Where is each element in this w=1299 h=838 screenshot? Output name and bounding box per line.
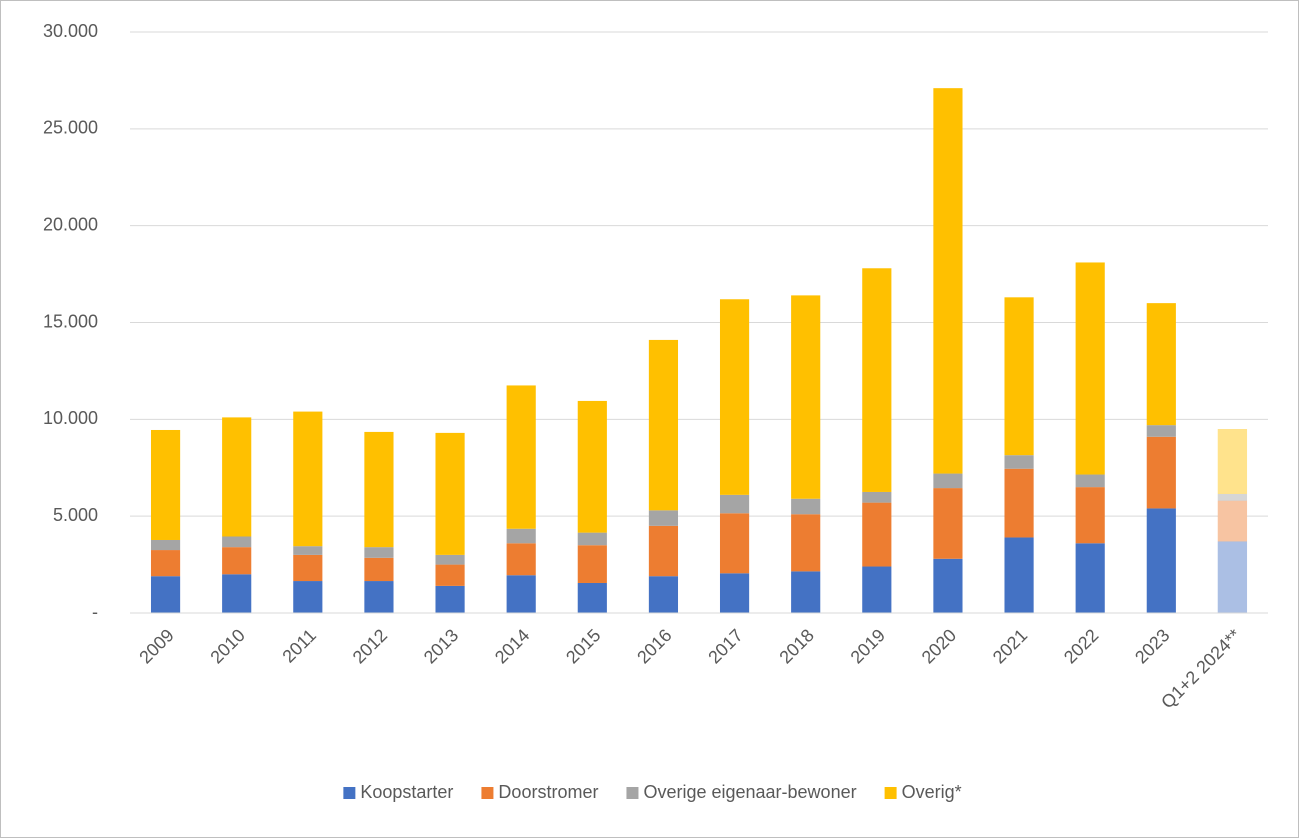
y-tick-label: 25.000 — [43, 118, 98, 138]
bar-segment — [719, 573, 750, 613]
legend-swatch — [884, 787, 897, 799]
y-tick-label: 15.000 — [43, 311, 98, 331]
bar-segment — [506, 543, 536, 576]
legend-swatch — [481, 787, 494, 799]
bar-segment — [1075, 474, 1105, 488]
bar-segment — [1146, 508, 1176, 613]
bar-segment — [435, 432, 465, 555]
bar-segment — [435, 554, 465, 565]
bar-segment — [293, 411, 323, 547]
bar-segment — [791, 498, 821, 515]
bar-segment — [506, 528, 536, 544]
bar-segment — [293, 554, 323, 582]
bar-segment — [293, 546, 323, 555]
bar-segment — [1075, 262, 1105, 475]
bar-segment — [577, 545, 607, 583]
bar-segment — [933, 558, 963, 613]
bar-segment — [933, 473, 963, 489]
bar-segment — [506, 385, 536, 529]
bar-segment — [506, 575, 536, 613]
legend-label: Overige eigenaar-bewoner — [643, 782, 856, 802]
bar-segment — [150, 539, 181, 551]
bar-segment — [862, 566, 892, 613]
y-tick-label: 30.000 — [43, 21, 98, 41]
bar-segment — [719, 299, 750, 495]
legend-swatch — [626, 787, 639, 799]
bar-segment — [791, 514, 821, 572]
bar-segment — [1146, 303, 1176, 426]
y-tick-label: 10.000 — [43, 408, 98, 428]
bar-segment — [293, 581, 323, 613]
legend-label: Doorstromer — [498, 782, 598, 802]
bar-segment — [1146, 425, 1176, 437]
bar-segment — [150, 576, 181, 613]
bar-segment — [150, 550, 181, 577]
bar-segment — [364, 547, 394, 558]
bar-segment — [222, 417, 252, 537]
bar-segment — [648, 510, 679, 526]
bar-segment — [364, 431, 394, 548]
bar-segment — [862, 491, 892, 503]
bar-segment — [1004, 297, 1034, 456]
bar-segment — [364, 581, 394, 613]
bar-segment — [719, 513, 750, 574]
bar-segment — [791, 571, 821, 613]
bar-hatch — [1217, 541, 1248, 613]
bar-segment — [222, 536, 252, 548]
bar-hatch — [1217, 500, 1248, 542]
bar-segment — [222, 574, 252, 613]
legend-label: Koopstarter — [360, 782, 453, 802]
bar-segment — [862, 502, 892, 567]
bar-segment — [791, 295, 821, 499]
bar-segment — [933, 88, 963, 474]
bar-segment — [150, 429, 181, 540]
bar-hatch — [1217, 493, 1248, 501]
bar-segment — [1004, 468, 1034, 538]
y-tick-label: 5.000 — [53, 505, 98, 525]
bar-segment — [1004, 455, 1034, 469]
bar-segment — [1075, 543, 1105, 613]
legend-label: Overig* — [902, 782, 962, 802]
bar-segment — [862, 268, 892, 492]
bar-segment — [1004, 537, 1034, 613]
bar-segment — [719, 494, 750, 514]
y-tick-label: - — [92, 602, 98, 622]
bar-segment — [1146, 436, 1176, 509]
bar-segment — [1075, 487, 1105, 544]
bar-segment — [577, 532, 607, 546]
bar-segment — [364, 557, 394, 582]
bar-segment — [577, 400, 607, 533]
y-tick-label: 20.000 — [43, 214, 98, 234]
bar-segment — [222, 547, 252, 575]
bar-segment — [435, 564, 465, 586]
bar-segment — [933, 488, 963, 559]
legend: Koopstarter Doorstromer Overige eigenaar-b… — [343, 782, 962, 802]
bar-segment — [435, 585, 465, 613]
bar-hatch — [1217, 429, 1248, 494]
bar-segment — [648, 339, 679, 511]
bar-segment — [648, 576, 679, 613]
legend-swatch — [343, 787, 356, 799]
bar-segment — [648, 525, 679, 577]
bar-segment — [577, 582, 607, 613]
